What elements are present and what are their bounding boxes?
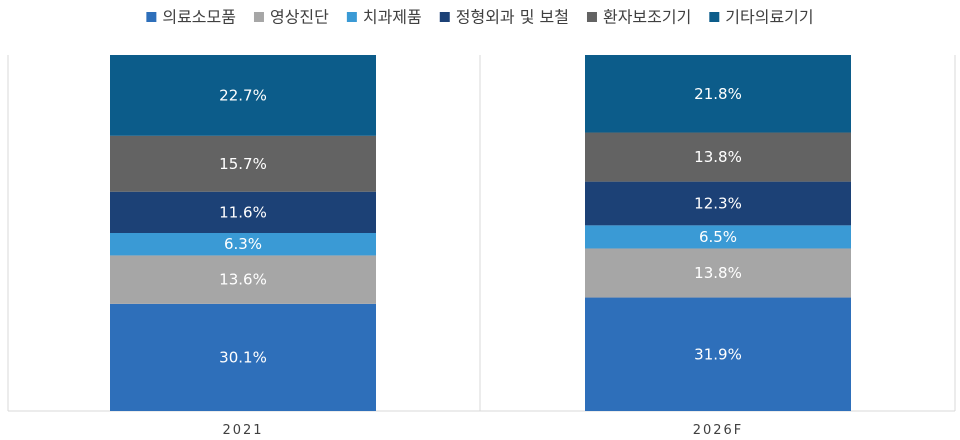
legend-item: 환자보조기기	[586, 8, 691, 27]
legend-item: 기타의료기기	[709, 8, 814, 27]
legend: 의료소모품 영상진단 치과제품 정형외과 및 보철 환자보조기기 기타의료기기	[146, 8, 814, 27]
legend-label: 의료소모품	[162, 8, 236, 27]
data-label: 11.6%	[219, 203, 267, 221]
legend-swatch	[709, 12, 720, 22]
bar-segment	[110, 191, 376, 233]
legend-label: 정형외과 및 보철	[456, 8, 569, 27]
bar-segment	[110, 233, 376, 256]
legend-item: 정형외과 및 보철	[439, 8, 569, 27]
legend-label: 치과제품	[363, 8, 422, 27]
data-label: 6.3%	[224, 235, 262, 253]
category-labels: 2021 2026F	[222, 423, 744, 438]
bars	[110, 55, 851, 411]
data-label: 22.7%	[219, 86, 267, 104]
legend-swatch	[586, 12, 597, 22]
bar-segment	[110, 55, 376, 136]
category-label: 2026F	[693, 423, 744, 438]
data-label: 6.5%	[699, 228, 737, 246]
legend-label: 영상진단	[270, 8, 329, 27]
data-label: 31.9%	[694, 345, 742, 363]
bar-segment	[585, 225, 851, 249]
bar-segment	[585, 297, 851, 411]
legend-swatch	[146, 12, 157, 22]
data-label: 30.1%	[219, 348, 267, 366]
legend-item: 영상진단	[253, 8, 329, 27]
bar-segment	[585, 248, 851, 298]
data-label: 13.8%	[694, 264, 742, 282]
data-labels: 30.1% 13.6% 6.3% 11.6% 15.7% 22.7% 31.9% 13.8% 6…	[219, 85, 742, 367]
bar-segment	[110, 255, 376, 304]
legend-item: 의료소모품	[146, 8, 236, 27]
bar-segment	[110, 135, 376, 192]
bar-segment	[585, 181, 851, 226]
bar-segment	[110, 303, 376, 411]
legend-label: 환자보조기기	[603, 8, 691, 27]
category-label: 2021	[222, 423, 263, 438]
bar-segment	[585, 132, 851, 182]
legend-item: 치과제품	[346, 8, 422, 27]
legend-swatch	[253, 12, 264, 22]
legend-swatch	[346, 12, 357, 22]
bar-segment	[585, 55, 851, 133]
legend-label: 기타의료기기	[725, 8, 813, 27]
data-label: 15.7%	[219, 155, 267, 173]
data-label: 13.6%	[219, 271, 267, 289]
legend-swatch	[439, 12, 450, 22]
data-label: 13.8%	[694, 148, 742, 166]
data-label: 12.3%	[694, 194, 742, 212]
data-label: 21.8%	[694, 85, 742, 103]
